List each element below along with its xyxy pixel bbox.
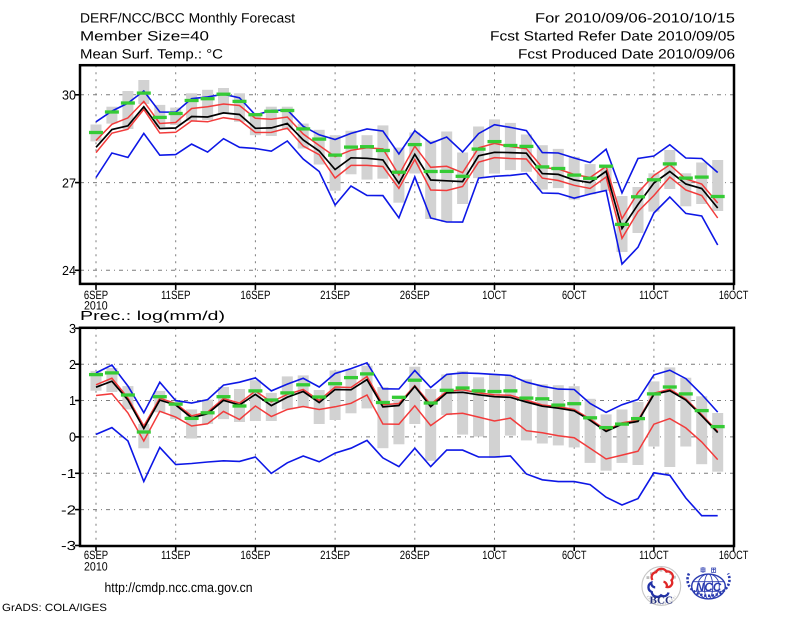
svg-text:2: 2 — [69, 357, 76, 372]
svg-text:-3: -3 — [61, 538, 76, 553]
svg-text:26SEP: 26SEP — [400, 548, 430, 562]
svg-text:2010: 2010 — [84, 559, 108, 573]
svg-text:GrADS: COLA/IGES: GrADS: COLA/IGES — [2, 602, 107, 614]
svg-text:For 2010/09/06-2010/10/15: For 2010/09/06-2010/10/15 — [535, 11, 735, 26]
svg-text:Member Size=40: Member Size=40 — [80, 29, 209, 44]
svg-text:DERF/NCC/BCC Monthly Forecast: DERF/NCC/BCC Monthly Forecast — [80, 11, 295, 26]
svg-text:6OCT: 6OCT — [562, 288, 587, 302]
svg-text:16OCT: 16OCT — [719, 288, 749, 302]
svg-text:Fcst Produced Date 2010/09/06: Fcst Produced Date 2010/09/06 — [518, 47, 735, 62]
svg-text:Fcst Started Refer Date 2010/0: Fcst Started Refer Date 2010/09/05 — [490, 29, 735, 44]
svg-text:24: 24 — [62, 263, 76, 278]
svg-text:16SEP: 16SEP — [240, 288, 270, 302]
svg-text:11SEP: 11SEP — [161, 548, 191, 562]
svg-text:1OCT: 1OCT — [482, 548, 507, 562]
svg-text:16OCT: 16OCT — [719, 548, 749, 562]
svg-text:6OCT: 6OCT — [562, 548, 587, 562]
svg-text:6SEP: 6SEP — [84, 288, 108, 302]
svg-text:6SEP: 6SEP — [84, 548, 108, 562]
svg-text:0: 0 — [69, 430, 76, 445]
svg-text:26SEP: 26SEP — [400, 288, 430, 302]
svg-text:30: 30 — [62, 88, 76, 103]
svg-text:3: 3 — [69, 321, 76, 336]
svg-text:NCC: NCC — [696, 580, 722, 594]
svg-text:27: 27 — [62, 175, 76, 190]
svg-text:11SEP: 11SEP — [161, 288, 191, 302]
svg-text:1OCT: 1OCT — [482, 288, 507, 302]
svg-text:http://cmdp.ncc.cma.gov.cn: http://cmdp.ncc.cma.gov.cn — [105, 580, 253, 595]
svg-text:2010: 2010 — [84, 299, 108, 313]
svg-text:21SEP: 21SEP — [320, 288, 350, 302]
svg-text:21SEP: 21SEP — [320, 548, 350, 562]
svg-text:1: 1 — [69, 393, 76, 408]
svg-text:16SEP: 16SEP — [240, 548, 270, 562]
svg-text:Mean Surf. Temp.: °C: Mean Surf. Temp.: °C — [80, 47, 223, 62]
svg-text:-1: -1 — [61, 466, 76, 481]
svg-text:11OCT: 11OCT — [639, 288, 669, 302]
svg-text:11OCT: 11OCT — [639, 548, 669, 562]
svg-text:Prec.: log(mm/d): Prec.: log(mm/d) — [80, 308, 225, 323]
svg-text:BCC: BCC — [650, 596, 674, 607]
svg-text:-2: -2 — [61, 502, 76, 517]
